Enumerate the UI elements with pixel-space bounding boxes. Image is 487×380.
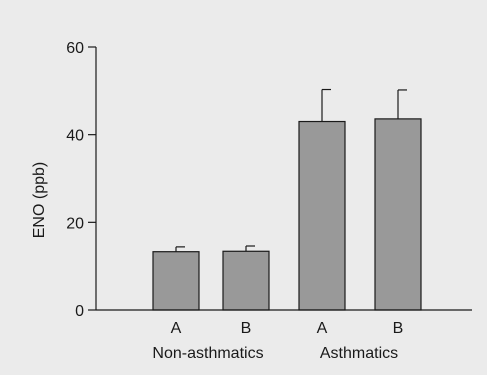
bar [374,118,422,311]
y-axis-ticks: 0 20 40 60 [66,40,96,320]
x-group-label: Non-asthmatics [152,345,263,362]
bar [298,120,346,311]
bar [222,250,270,311]
x-tick-label: B [393,320,404,337]
y-tick-label: 60 [66,40,84,57]
y-tick-label: 20 [66,215,84,232]
bars-layer [152,118,422,311]
y-tick-label: 0 [75,303,84,320]
bar [152,251,200,311]
x-axis-labels: A B A B Non-asthmatics Asthmatics [152,320,403,362]
y-tick-label: 40 [66,128,84,145]
x-tick-label: B [241,320,252,337]
x-tick-label: A [171,320,182,337]
error-bars-layer [175,88,407,252]
x-group-label: Asthmatics [320,345,398,362]
x-tick-label: A [317,320,328,337]
y-axis-label: ENO (ppb) [31,162,48,238]
